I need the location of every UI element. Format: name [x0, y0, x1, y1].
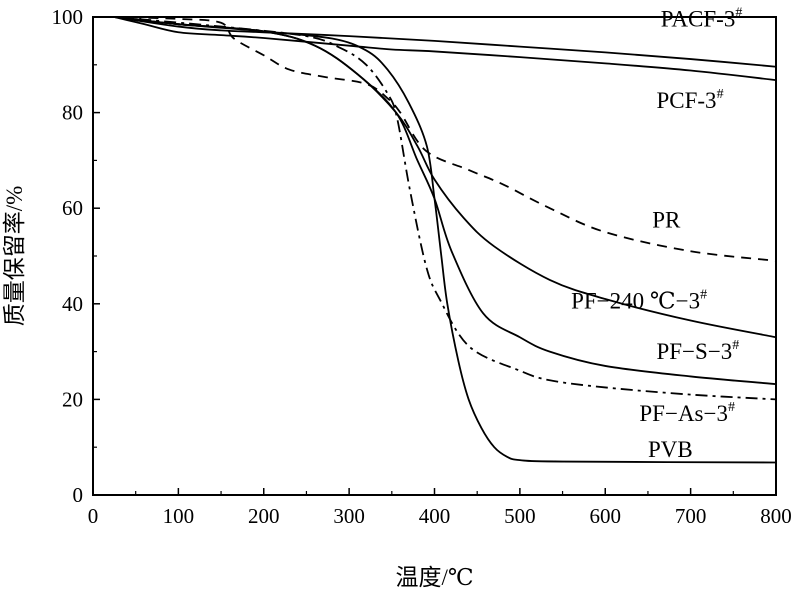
series-label: PCF-3#	[656, 87, 723, 113]
series-label-name: PF−S−3	[656, 339, 732, 364]
series-label-sup: #	[732, 338, 739, 353]
x-tick-label: 400	[419, 504, 451, 528]
x-axis-label: 温度/℃	[395, 565, 473, 590]
x-tick-label: 500	[504, 504, 536, 528]
x-tick-label: 300	[333, 504, 365, 528]
series-label-name: PF−As−3	[639, 401, 728, 426]
series-label-name: PVB	[648, 437, 693, 462]
y-tick-label: 40	[62, 292, 83, 316]
series-label-sup: #	[728, 400, 735, 415]
x-tick-label: 800	[760, 504, 792, 528]
series-line-5	[114, 16, 777, 401]
series-label-name: PR	[652, 207, 681, 232]
series-label: PF−S−3#	[656, 338, 739, 364]
series-line-0	[114, 16, 777, 68]
series-label: PF−As−3#	[639, 400, 735, 426]
x-tick-label: 600	[590, 504, 622, 528]
y-tick-label: 20	[62, 387, 83, 411]
y-tick-label: 0	[73, 483, 84, 507]
series-label-name: PCF-3	[656, 88, 716, 113]
x-tick-label: 200	[248, 504, 280, 528]
series-line-6	[114, 16, 777, 464]
series-label-name: PF−240 ℃−3	[571, 289, 700, 314]
y-tick-label: 100	[52, 5, 84, 29]
y-tick-label: 60	[62, 196, 83, 220]
series-label-sup: #	[735, 6, 742, 21]
x-tick-label: 700	[675, 504, 707, 528]
x-tick-label: 100	[163, 504, 195, 528]
series-label-sup: #	[700, 288, 707, 303]
series-line-1	[114, 16, 777, 81]
series-line-4	[114, 16, 777, 386]
series-label: PF−240 ℃−3#	[571, 288, 707, 314]
x-tick-label: 0	[88, 504, 99, 528]
series-label: PR	[652, 207, 681, 232]
series-label: PVB	[648, 437, 693, 462]
y-axis-label: 质量保留率/%	[2, 186, 27, 327]
series-line-2	[114, 16, 777, 262]
series-label: PACF-3#	[661, 6, 743, 32]
series-label-sup: #	[717, 87, 724, 102]
series-label-name: PACF-3	[661, 7, 736, 32]
y-tick-label: 80	[62, 101, 83, 125]
